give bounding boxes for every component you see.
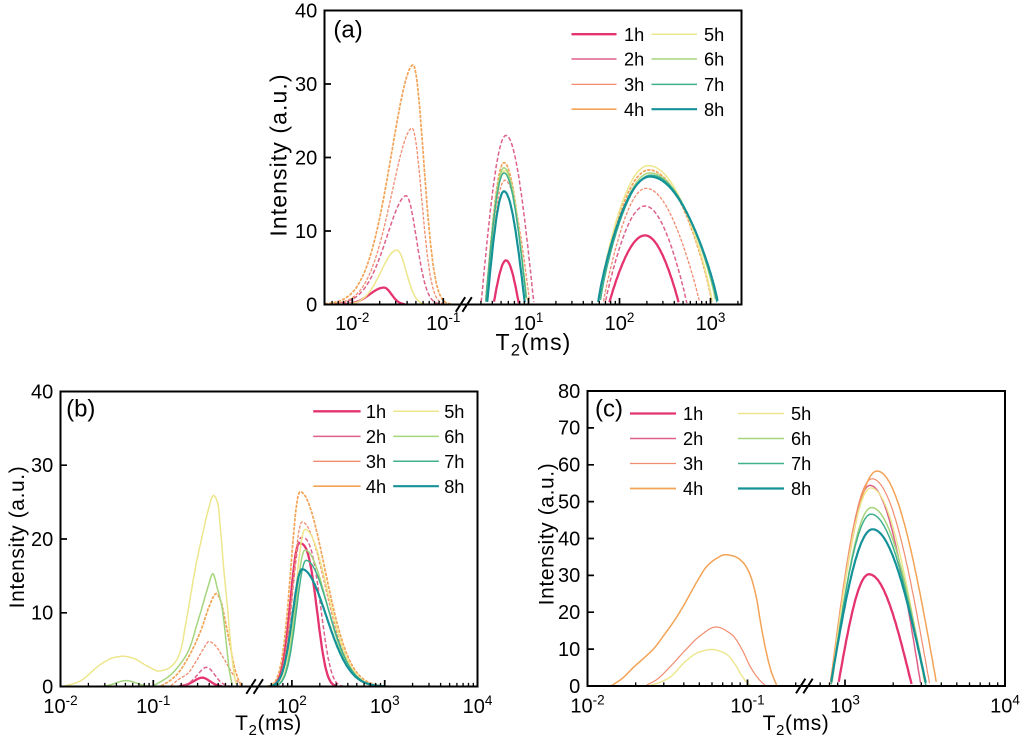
svg-text:Intensity (a.u.): Intensity (a.u.) (6, 466, 29, 609)
svg-text:0: 0 (569, 676, 580, 698)
svg-text:60: 60 (558, 455, 580, 477)
svg-text:10-1: 10-1 (426, 310, 460, 335)
svg-text:3h: 3h (683, 454, 703, 474)
svg-text:5h: 5h (704, 25, 724, 45)
svg-text:T2(ms): T2(ms) (235, 712, 302, 739)
svg-text:6h: 6h (444, 427, 464, 447)
svg-text:0: 0 (306, 294, 317, 316)
svg-text:3h: 3h (366, 452, 386, 472)
svg-text:8h: 8h (444, 477, 464, 497)
svg-text:1h: 1h (683, 404, 703, 424)
svg-text:Intensity (a.u.): Intensity (a.u.) (266, 73, 292, 236)
svg-text:4h: 4h (683, 479, 703, 499)
svg-text:20: 20 (31, 529, 53, 551)
svg-text:103: 103 (370, 693, 400, 718)
svg-text:40: 40 (295, 0, 317, 22)
svg-text:103: 103 (696, 310, 726, 335)
svg-text:10: 10 (31, 603, 53, 625)
svg-text:3h: 3h (624, 75, 644, 95)
svg-text:30: 30 (558, 565, 580, 587)
svg-text:7h: 7h (704, 75, 724, 95)
svg-text:103: 103 (830, 693, 860, 718)
svg-text:4h: 4h (366, 477, 386, 497)
svg-text:Intensity (a.u.): Intensity (a.u.) (536, 463, 559, 606)
svg-text:8h: 8h (704, 100, 724, 120)
svg-text:8h: 8h (791, 479, 811, 499)
svg-text:40: 40 (558, 528, 580, 550)
svg-text:6h: 6h (704, 50, 724, 70)
svg-text:2h: 2h (683, 429, 703, 449)
svg-text:10-2: 10-2 (335, 310, 369, 335)
svg-text:10-1: 10-1 (730, 693, 764, 718)
svg-text:70: 70 (558, 418, 580, 440)
svg-text:(c): (c) (595, 395, 623, 422)
svg-text:1h: 1h (624, 25, 644, 45)
svg-text:20: 20 (295, 147, 317, 169)
svg-text:5h: 5h (444, 402, 464, 422)
svg-text:0: 0 (42, 676, 53, 698)
svg-text:(a): (a) (333, 16, 362, 43)
svg-text:2h: 2h (366, 427, 386, 447)
svg-text:6h: 6h (791, 429, 811, 449)
svg-text:10: 10 (295, 221, 317, 243)
svg-text:10-2: 10-2 (43, 693, 77, 718)
svg-text:10: 10 (558, 639, 580, 661)
svg-text:1h: 1h (366, 402, 386, 422)
svg-text:T2(ms): T2(ms) (763, 712, 830, 739)
svg-text:50: 50 (558, 491, 580, 513)
svg-text:40: 40 (31, 381, 53, 403)
svg-text:5h: 5h (791, 404, 811, 424)
svg-text:7h: 7h (791, 454, 811, 474)
svg-text:102: 102 (605, 310, 635, 335)
svg-text:7h: 7h (444, 452, 464, 472)
svg-text:104: 104 (463, 693, 493, 718)
svg-text:80: 80 (558, 381, 580, 403)
svg-text:10-2: 10-2 (570, 693, 604, 718)
svg-text:20: 20 (558, 602, 580, 624)
svg-text:10-1: 10-1 (136, 693, 170, 718)
svg-text:30: 30 (295, 74, 317, 96)
svg-text:4h: 4h (624, 100, 644, 120)
svg-text:T2(ms): T2(ms) (496, 329, 572, 360)
svg-text:30: 30 (31, 455, 53, 477)
svg-text:104: 104 (990, 693, 1020, 718)
svg-text:2h: 2h (624, 50, 644, 70)
svg-text:(b): (b) (66, 395, 95, 422)
